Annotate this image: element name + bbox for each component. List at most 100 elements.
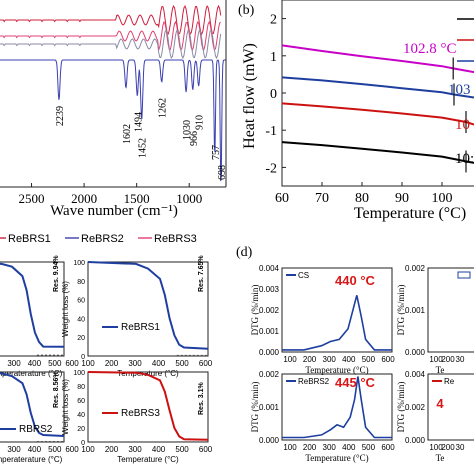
dtg-ytick-label-0-4: 0.000 <box>259 348 280 357</box>
ftir-peak-label-6: 966 <box>189 131 200 146</box>
ftir-legend-label-1: ReBRS2 <box>81 233 124 245</box>
dsc-xtick-label-4: 100 <box>432 191 453 206</box>
ftir-legend: ReBRS1 ReBRS2 ReBRS3 <box>0 233 197 245</box>
tga-ytick-label-1-4: 20 <box>77 335 85 342</box>
tga-xtick-label-2-5: 600 <box>65 445 79 454</box>
panel-b-label: (b) <box>238 3 255 18</box>
ftir-xtick-label-1: 2000 <box>71 191 97 206</box>
tga-xlabel-0: nperaterature (°C) <box>0 369 63 378</box>
dtg-xtick-label-2-3: 400 <box>342 443 356 452</box>
dtg-xtick-label-1-1: 200 <box>441 355 455 364</box>
ftir-series-3 <box>0 59 226 182</box>
tga-curve-2 <box>0 372 65 437</box>
tga-frame-0 <box>0 261 65 357</box>
tga-residue-label-3: Res. 3.1% <box>198 382 205 415</box>
dsc-annotations: 102.8 °C 103 10 10: <box>403 18 474 173</box>
dsc-series-3 <box>281 141 474 164</box>
tga-xlabel-2: nperaterature (°C) <box>0 455 63 464</box>
ftir-peak-label-9: 698 <box>217 165 228 180</box>
tga-ytick-label-3-1: 80 <box>77 384 85 391</box>
dtg-ytick-label-1-2: 0.000 <box>405 348 426 357</box>
dtg-ytick-label-1-0: 0.002 <box>405 264 426 273</box>
tga-xtick-label-0-2: 300 <box>7 359 21 368</box>
dtg-xtick-label-3-0: 100 <box>429 443 443 452</box>
dsc-series-1 <box>281 76 474 99</box>
tga-frame-1 <box>87 261 209 357</box>
tga-xtick-label-3-2: 300 <box>128 445 142 454</box>
dtg-ylabel-2: DTG (%/min) <box>250 382 260 433</box>
dtg-curve-2 <box>282 376 392 439</box>
tga-xtick-label-1-5: 600 <box>199 359 213 368</box>
dtg-ytick-label-2-2: 0.000 <box>259 436 280 445</box>
dtg-frame-1 <box>427 267 474 353</box>
tga-panel: Res. 9.94%00200300400500600nperaterature… <box>0 255 213 464</box>
dtg-peak-label-3: 4 <box>436 396 444 411</box>
dsc-ytick-label-4: -2 <box>265 161 277 176</box>
tga-ytick-label-3-4: 20 <box>77 426 85 433</box>
tga-ylabel-3: Weight loss (%) <box>61 379 70 435</box>
dsc-xtick-label-1: 70 <box>315 191 329 206</box>
tga-curve-0 <box>0 262 65 348</box>
dsc-ytick-label-1: 1 <box>270 50 277 65</box>
tga-ytick-label-3-5: 0 <box>81 440 85 447</box>
ftir-peak-label-7: 910 <box>195 115 206 130</box>
ftir-xtick-label-2: 1500 <box>124 191 150 206</box>
tga-xtick-label-2-2: 300 <box>7 445 21 454</box>
dtg-xtick-label-0-1: 200 <box>303 355 317 364</box>
dsc-tg-label-3: 10: <box>455 151 474 167</box>
tga-xtick-label-3-0: 100 <box>81 445 95 454</box>
dtg-ytick-label-0-3: 0.001 <box>259 327 280 336</box>
tga-xlabel-3: Temperature (°C) <box>117 455 179 464</box>
dtg-xtick-label-2-0: 100 <box>283 443 297 452</box>
ftir-peak-label-2: 1494 <box>133 112 144 132</box>
dsc-ytick-label-3: -1 <box>265 124 277 139</box>
tga-xtick-label-2-1: 200 <box>0 445 1 454</box>
dtg-ylabel-1: DTG (%/min) <box>396 285 406 336</box>
tga-subplot-0: Res. 9.94%00200300400500600nperaterature… <box>0 255 79 378</box>
dsc-series-2 <box>281 102 474 126</box>
dtg-legend-label-2: ReBRS2 <box>298 377 330 386</box>
tga-xtick-label-3-3: 400 <box>152 445 166 454</box>
dtg-xtick-label-0-4: 500 <box>362 355 376 364</box>
dtg-peak-label-2: 445 °C <box>335 375 376 390</box>
dtg-xlabel-1: Te <box>436 365 445 375</box>
ftir-peak-label-8: 757 <box>211 145 222 160</box>
tga-curve-3 <box>87 371 209 441</box>
tga-xtick-label-0-1: 200 <box>0 359 1 368</box>
dtg-xtick-label-2-4: 500 <box>362 443 376 452</box>
dtg-xtick-label-1-0: 100 <box>429 355 443 364</box>
dtg-xtick-label-3-1: 200 <box>441 443 455 452</box>
dsc-tg-label-1: 103 <box>448 82 471 98</box>
dtg-curve-0 <box>282 295 392 351</box>
dtg-ytick-label-1-1: 0.001 <box>405 306 426 315</box>
ftir-curves <box>0 4 226 182</box>
tga-frame-3 <box>87 371 209 443</box>
tga-xtick-label-3-1: 200 <box>105 445 119 454</box>
dsc-ticks: 60 70 80 90 100 2 1 0 -1 -2 <box>265 13 452 206</box>
dsc-ylabel: Heat flow (mW) <box>241 43 258 149</box>
dsc-xtick-label-2: 80 <box>355 191 369 206</box>
tga-frame-2 <box>0 371 65 443</box>
dsc-xlabel: Temperature (°C) <box>354 205 466 222</box>
tga-ylabel-1: Weight loss (%) <box>61 281 70 337</box>
tga-xtick-label-3-5: 600 <box>199 445 213 454</box>
dtg-frame-0 <box>281 267 393 353</box>
tga-ytick-label-3-0: 100 <box>73 370 85 377</box>
dsc-tg-label-0: 102.8 °C <box>403 41 457 57</box>
ftir-series-2 <box>0 28 222 60</box>
tga-legend-label-3: ReBRS3 <box>121 408 160 419</box>
dtg-ytick-label-0-1: 0.003 <box>259 285 280 294</box>
tga-legend-label-2: RBRS2 <box>19 424 53 435</box>
tga-ytick-label-1-2: 60 <box>77 298 85 305</box>
tga-ytick-label-3-3: 40 <box>77 412 85 419</box>
dtg-legend-label-3: Re <box>444 377 455 386</box>
dtg-xtick-label-1-2: 30 <box>456 355 465 364</box>
dtg-ytick-label-2-1: 0.001 <box>259 403 280 412</box>
dtg-xtick-label-0-3: 400 <box>342 355 356 364</box>
dtg-ytick-label-0-2: 0.002 <box>259 306 280 315</box>
